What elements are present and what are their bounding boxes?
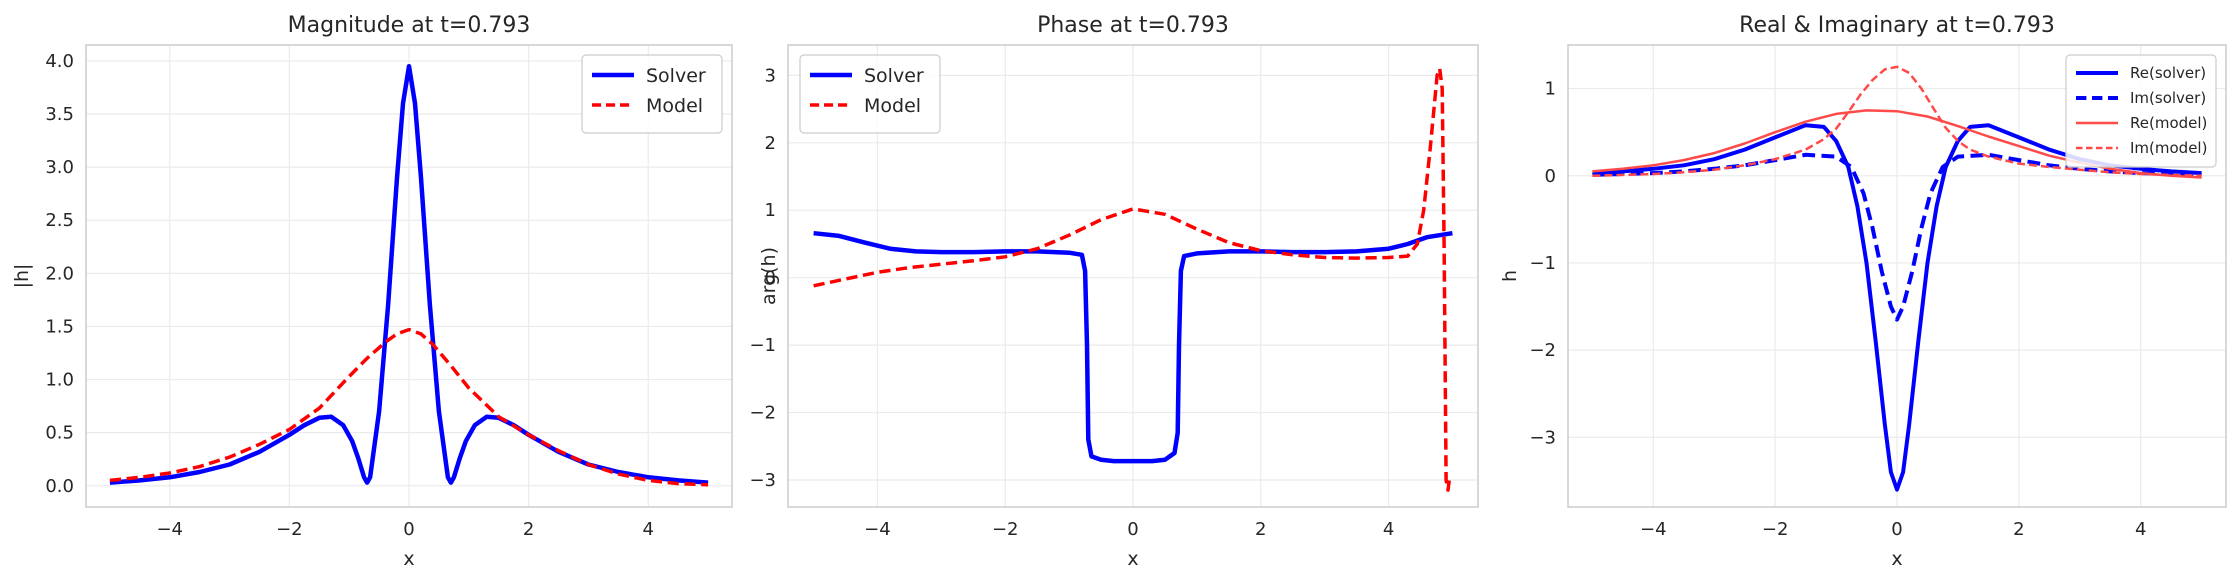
y-tick-label: 1 [765,200,776,221]
legend-entry: Solver [646,65,706,87]
legend-entry: Im(solver) [2130,89,2206,107]
legend-box [2065,54,2217,168]
x-tick-label: 0 [403,519,414,540]
x-tick-label: −4 [1640,519,1667,540]
y-tick-label: 0.5 [45,423,74,444]
series-lines [109,63,709,487]
x-tick-label: 0 [1127,519,1138,540]
y-tick-label: 3.5 [45,104,74,125]
y-tick-label: −1 [749,335,776,356]
x-tick-label: 0 [1891,519,1902,540]
chart-title: Magnitude at t=0.793 [288,13,531,38]
plot-frame [787,44,1479,508]
y-tick-label: 0.0 [45,476,74,497]
x-tick-label: 4 [1383,519,1394,540]
series-line [1592,65,2202,178]
series-lines [813,66,1453,492]
grid [86,45,732,507]
series-lines [1592,65,2202,492]
y-axis-label: h [1499,270,1521,282]
series-line [813,66,1452,492]
phase-panel: Phase at t=0.793 x arg(h) −4 −2 0 2 4 −3 −2 −1 0… [749,13,1479,570]
y-tick-label: 3 [765,65,776,86]
legend-entry: Re(model) [2130,114,2207,132]
y-tick-label: 2.0 [45,263,74,284]
x-axis-label: x [1127,548,1138,570]
x-tick-label: 4 [643,519,654,540]
x-tick-label: 2 [523,519,534,540]
y-tick-label: −3 [1529,427,1556,448]
y-tick-label: 0 [1545,166,1556,187]
x-tick-label: −4 [864,519,891,540]
legend-entry: Im(model) [2130,139,2207,157]
y-tick-label: −1 [1529,253,1556,274]
x-axis-label: x [403,548,414,570]
legend: Solver Model [799,54,941,134]
legend-entry: Model [864,95,921,117]
y-tick-label: 2.5 [45,210,74,231]
legend-entry: Re(solver) [2130,64,2206,82]
y-tick-label: 3.0 [45,157,74,178]
plot-frame [85,44,733,508]
series-line [109,327,709,487]
x-tick-label: −2 [992,519,1019,540]
legend-entry: Model [646,95,703,117]
x-tick-label: −2 [276,519,303,540]
y-tick-label: 1.5 [45,316,74,337]
x-tick-label: 4 [2135,519,2146,540]
y-tick-label: 0 [765,268,776,289]
series-line [813,230,1453,464]
series-line [1592,123,2202,492]
y-tick-label: 1 [1545,79,1556,100]
legend-entry: Solver [864,65,924,87]
x-tick-label: −4 [156,519,183,540]
y-tick-label: −2 [749,403,776,424]
x-tick-label: 2 [1255,519,1266,540]
legend: Re(solver) Im(solver) Re(model) Im(model) [2065,54,2217,168]
grid [788,45,1478,507]
y-axis-label: |h| [11,264,33,289]
legend: Solver Model [581,54,723,134]
y-axis-label: arg(h) [758,247,780,305]
y-tick-label: −3 [749,470,776,491]
chart-title: Phase at t=0.793 [1037,13,1229,38]
y-tick-label: 2 [765,133,776,154]
y-tick-label: 1.0 [45,370,74,391]
x-axis-label: x [1891,548,1902,570]
chart-title: Real & Imaginary at t=0.793 [1739,13,2055,38]
x-tick-label: 2 [2013,519,2024,540]
series-line [1592,152,2202,322]
y-tick-label: −2 [1529,340,1556,361]
y-tick-label: 4.0 [45,51,74,72]
x-tick-label: −2 [1762,519,1789,540]
magnitude-panel: Magnitude at t=0.793 x |h| −4 −2 0 2 4 0.0 0.5… [11,13,733,570]
plot-frame [1567,44,2227,508]
real-imaginary-panel: Real & Imaginary at t=0.793 x h −4 −2 0 2 4 −… [1499,13,2227,570]
